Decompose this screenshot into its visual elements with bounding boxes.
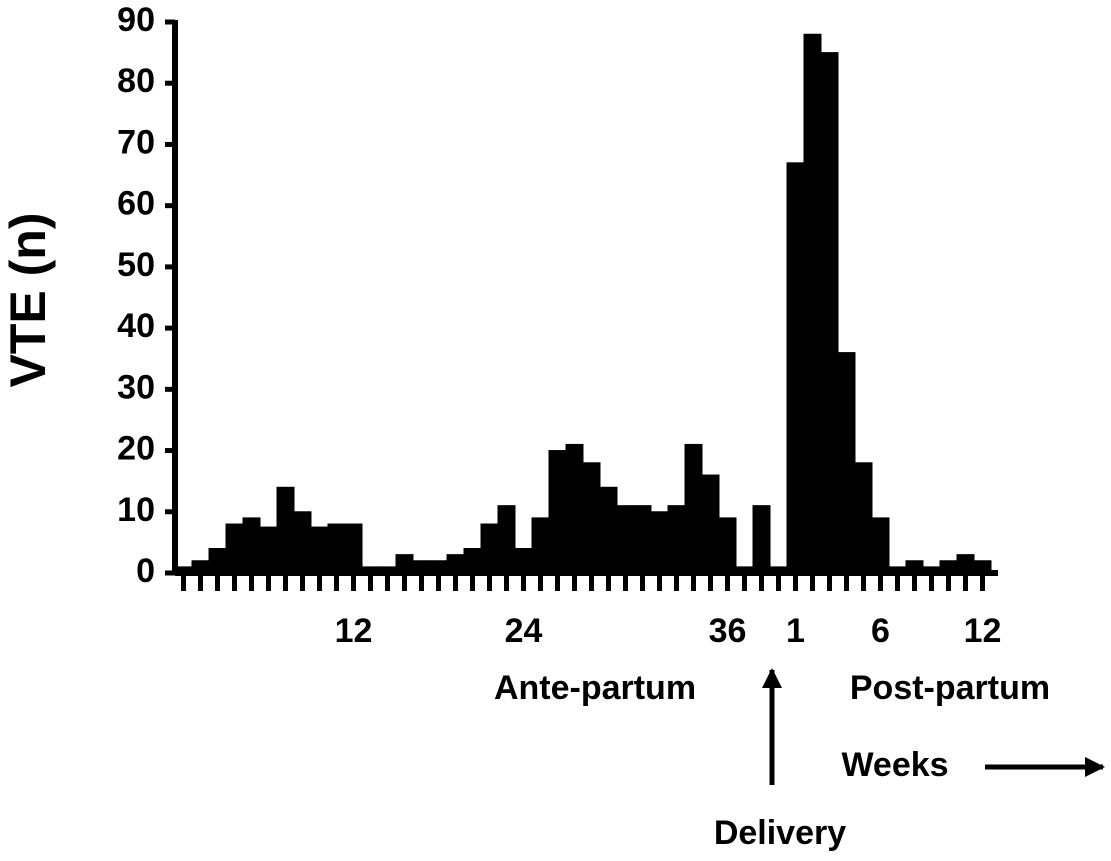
bar [463, 548, 482, 574]
bar [310, 526, 329, 574]
bar [514, 548, 533, 574]
bar [497, 505, 516, 574]
bar [480, 523, 499, 574]
bar [565, 443, 584, 574]
annotation: Ante-partum [494, 669, 696, 707]
bar [208, 548, 227, 574]
bar [616, 505, 635, 574]
annotation: Post-partum [850, 669, 1050, 707]
x-tick-label: 12 [964, 612, 1002, 650]
bar [820, 52, 839, 574]
x-tick-label: 12 [335, 612, 373, 650]
bar [854, 462, 873, 574]
bar [344, 523, 363, 574]
y-axis-label: VTE (n) [0, 213, 56, 388]
bar [242, 517, 261, 574]
x-tick-label: 6 [871, 612, 890, 650]
bar [701, 474, 720, 574]
bar [225, 523, 244, 574]
x-tick-label: 1 [786, 612, 805, 650]
y-tick-label: 80 [117, 62, 155, 100]
bar [599, 486, 618, 574]
y-tick-label: 10 [117, 491, 155, 529]
y-tick-label: 70 [117, 123, 155, 161]
x-tick-label: 36 [709, 612, 747, 650]
bar [293, 511, 312, 574]
y-tick-label: 30 [117, 368, 155, 406]
bar [871, 517, 890, 574]
bar [667, 505, 686, 574]
y-tick-label: 0 [136, 552, 155, 590]
x-tick-label: 24 [505, 612, 543, 650]
bar [786, 162, 805, 574]
bar [752, 505, 771, 574]
bar [650, 511, 669, 574]
bar [276, 486, 295, 574]
y-tick-label: 40 [117, 307, 155, 345]
bar [633, 505, 652, 574]
bar [327, 523, 346, 574]
y-tick-label: 90 [117, 1, 155, 39]
bar [582, 462, 601, 574]
bar [259, 526, 278, 574]
y-tick-label: 50 [117, 246, 155, 284]
bar [531, 517, 550, 574]
annotation: Delivery [714, 814, 846, 852]
annotation: Weeks [841, 746, 948, 784]
bar [837, 352, 856, 574]
y-tick-label: 60 [117, 185, 155, 223]
bar [803, 33, 822, 574]
bar [718, 517, 737, 574]
bar [684, 443, 703, 574]
y-tick-label: 20 [117, 430, 155, 468]
bar [548, 450, 567, 574]
